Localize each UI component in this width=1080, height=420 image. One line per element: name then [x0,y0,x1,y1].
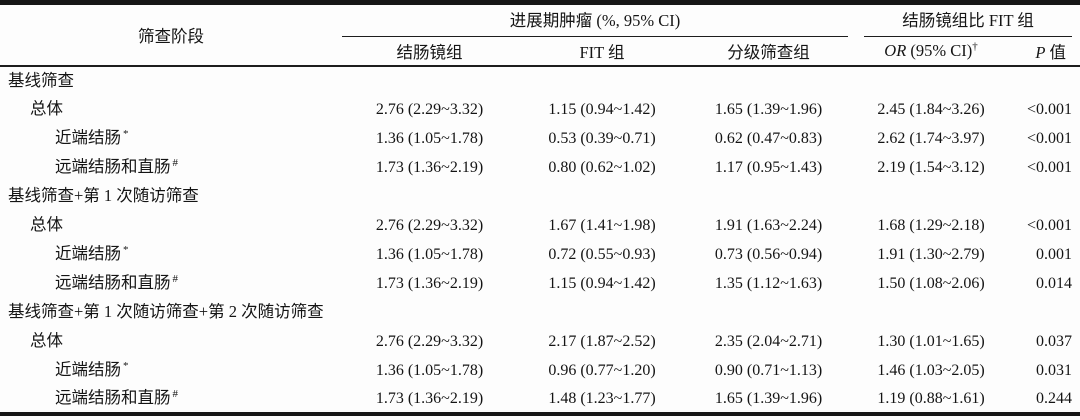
data-row-distal-colon-rectum: 远端结肠和直肠 # 1.73 (1.36~2.19) 1.48 (1.23~1.7… [0,385,1080,414]
header-group-colonoscopy-vs-fit: 结肠镜组比 FIT 组 [850,3,1080,37]
row-label: 远端结肠和直肠 # [55,272,179,293]
data-row-distal-colon-rectum: 远端结肠和直肠 # 1.73 (1.36~2.19) 1.15 (0.94~1.4… [0,269,1080,298]
section-label: 基线筛查 [8,70,74,90]
cell-graded: 1.35 (1.12~1.63) [714,274,823,292]
cell-graded: 0.73 (0.56~0.94) [714,245,823,263]
cell-or: 1.46 (1.03~2.05) [877,361,985,379]
or-ci-text: (95% CI) [906,41,973,60]
data-row-overall: 总体 2.76 (2.29~3.32) 1.67 (1.41~1.98) 1.9… [0,211,1080,240]
cell-graded: 2.35 (2.04~2.71) [714,332,823,350]
cell-graded: 1.65 (1.39~1.96) [714,389,823,407]
cell-p-value: 0.244 [1036,389,1073,407]
cell-p-value: <0.001 [1027,216,1073,234]
header-col-graded-screening-group: 分级筛查组 [727,43,810,62]
p-symbol: P [1035,43,1046,62]
or-symbol: OR [884,41,907,60]
header-col-colonoscopy-group: 结肠镜组 [396,43,463,62]
section-row-baseline-plus-round1-round2: 基线筛查+第 1 次随访筛查+第 2 次随访筛查 [0,298,1080,327]
cell-or: 2.45 (1.84~3.26) [877,100,985,118]
cell-or: 1.91 (1.30~2.79) [877,245,985,263]
header-col-or-ci: OR (95% CI)† [850,37,1012,66]
row-label: 近端结肠 * [55,359,129,380]
row-label: 近端结肠 * [55,127,129,148]
data-row-proximal-colon: 近端结肠 * 1.36 (1.05~1.78) 0.53 (0.39~0.71) … [0,124,1080,153]
dagger-marker: † [972,40,978,53]
cell-graded: 0.90 (0.71~1.13) [714,361,823,379]
sup-marker: # [172,387,179,400]
cell-fit: 1.48 (1.23~1.77) [548,389,656,407]
row-label: 近端结肠 * [55,243,129,264]
section-row-baseline-plus-round1: 基线筛查+第 1 次随访筛查 [0,182,1080,211]
cell-colonoscopy: 1.36 (1.05~1.78) [375,245,484,263]
data-row-distal-colon-rectum: 远端结肠和直肠 # 1.73 (1.36~2.19) 0.80 (0.62~1.0… [0,153,1080,182]
header-group-colonoscopy-vs-fit-label: 结肠镜组比 FIT 组 [864,5,1073,37]
cell-colonoscopy: 1.73 (1.36~2.19) [375,274,484,292]
cell-fit: 1.15 (0.94~1.42) [548,274,656,292]
row-label: 总体 [30,331,63,351]
cell-colonoscopy: 2.76 (2.29~3.32) [375,100,484,118]
cell-fit: 0.96 (0.77~1.20) [548,361,656,379]
sup-marker: # [172,156,179,169]
header-screening-stage: 筛查阶段 [0,3,342,67]
row-label: 总体 [30,215,63,235]
row-label: 远端结肠和直肠 # [55,156,179,177]
header-group-advanced-neoplasia: 进展期肿瘤 (%, 95% CI) [342,3,850,37]
cell-p-value: 0.037 [1036,332,1073,350]
sup-marker: # [172,272,179,285]
cell-fit: 1.15 (0.94~1.42) [548,100,656,118]
cell-colonoscopy: 1.73 (1.36~2.19) [375,389,484,407]
cell-p-value: 0.014 [1036,274,1073,292]
cell-colonoscopy: 1.36 (1.05~1.78) [375,361,484,379]
cell-colonoscopy: 2.76 (2.29~3.32) [375,332,484,350]
cell-or: 1.30 (1.01~1.65) [877,332,985,350]
header-group-advanced-neoplasia-label: 进展期肿瘤 (%, 95% CI) [342,5,849,37]
cell-or: 1.19 (0.88~1.61) [877,389,985,407]
cell-p-value: 0.001 [1036,245,1073,263]
cell-or: 2.19 (1.54~3.12) [877,158,985,176]
cell-fit: 0.53 (0.39~0.71) [548,129,656,147]
table-header: 筛查阶段 进展期肿瘤 (%, 95% CI) 结肠镜组比 FIT 组 结肠镜组 … [0,3,1080,67]
cell-p-value: 0.031 [1036,361,1073,379]
cell-fit: 2.17 (1.87~2.52) [548,332,656,350]
cell-or: 1.50 (1.08~2.06) [877,274,985,292]
cell-fit: 1.67 (1.41~1.98) [548,216,656,234]
data-row-overall: 总体 2.76 (2.29~3.32) 1.15 (0.94~1.42) 1.6… [0,95,1080,124]
cell-colonoscopy: 1.36 (1.05~1.78) [375,129,484,147]
section-label: 基线筛查+第 1 次随访筛查 [8,186,199,206]
cell-graded: 1.91 (1.63~2.24) [714,216,823,234]
header-col-fit-group: FIT 组 [579,43,625,62]
cell-fit: 0.72 (0.55~0.93) [548,245,656,263]
cell-graded: 1.65 (1.39~1.96) [714,100,823,118]
cell-graded: 1.17 (0.95~1.43) [714,158,823,176]
cell-colonoscopy: 1.73 (1.36~2.19) [375,158,484,176]
data-row-overall: 总体 2.76 (2.29~3.32) 2.17 (1.87~2.52) 2.3… [0,327,1080,356]
data-row-proximal-colon: 近端结肠 * 1.36 (1.05~1.78) 0.72 (0.55~0.93) … [0,240,1080,269]
cell-colonoscopy: 2.76 (2.29~3.32) [375,216,484,234]
table-body: 基线筛查 总体 2.76 (2.29~3.32) 1.15 (0.94~1.42… [0,66,1080,414]
cell-or: 2.62 (1.74~3.97) [877,129,985,147]
data-row-proximal-colon: 近端结肠 * 1.36 (1.05~1.78) 0.96 (0.77~1.20) … [0,356,1080,385]
cell-p-value: <0.001 [1027,100,1073,118]
section-label: 基线筛查+第 1 次随访筛查+第 2 次随访筛查 [8,302,324,322]
sup-marker: * [123,243,129,256]
row-label: 远端结肠和直肠 # [55,387,179,408]
header-screening-stage-label: 筛查阶段 [138,27,204,46]
cell-or: 1.68 (1.29~2.18) [877,216,985,234]
cell-graded: 0.62 (0.47~0.83) [714,129,823,147]
row-label: 总体 [30,99,63,119]
cell-fit: 0.80 (0.62~1.02) [548,158,656,176]
section-row-baseline: 基线筛查 [0,66,1080,95]
sup-marker: * [123,359,129,372]
cell-p-value: <0.001 [1027,129,1073,147]
sup-marker: * [123,127,129,140]
header-col-p-value: P 值 [1012,37,1080,66]
p-value-text: 值 [1045,43,1067,62]
cell-p-value: <0.001 [1027,158,1073,176]
